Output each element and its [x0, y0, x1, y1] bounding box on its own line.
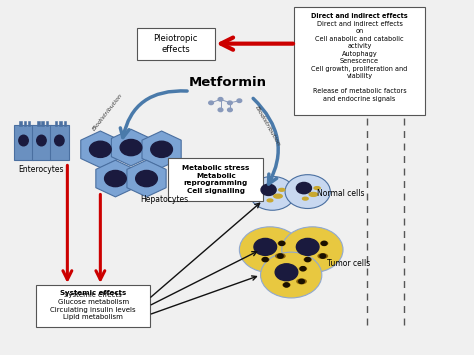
- Circle shape: [209, 101, 213, 105]
- Text: Direct and indirect effects
on
Cell anabolic and catabolic
activity
Autophagy
Se: Direct and indirect effects on Cell anab…: [311, 21, 408, 102]
- Polygon shape: [127, 160, 166, 197]
- Ellipse shape: [274, 194, 282, 198]
- Circle shape: [296, 182, 311, 194]
- Ellipse shape: [309, 192, 318, 196]
- Circle shape: [277, 254, 283, 258]
- Bar: [41, 121, 44, 126]
- Circle shape: [283, 283, 289, 287]
- Circle shape: [218, 98, 223, 101]
- Ellipse shape: [314, 187, 320, 190]
- FancyBboxPatch shape: [168, 158, 263, 201]
- Text: Tumor cells: Tumor cells: [327, 259, 370, 268]
- Bar: [46, 121, 48, 126]
- Circle shape: [282, 227, 343, 273]
- Circle shape: [261, 184, 276, 196]
- Circle shape: [279, 241, 284, 245]
- Ellipse shape: [55, 135, 64, 146]
- Bar: [19, 121, 22, 126]
- Ellipse shape: [318, 254, 328, 258]
- Ellipse shape: [302, 197, 308, 200]
- Circle shape: [218, 108, 223, 111]
- Ellipse shape: [36, 135, 46, 146]
- Polygon shape: [81, 131, 120, 168]
- Circle shape: [305, 257, 310, 262]
- Circle shape: [237, 99, 242, 103]
- Text: Metabolic stress
Metabolic
reprogramming
Cell signalling: Metabolic stress Metabolic reprogramming…: [182, 165, 249, 193]
- Bar: [28, 121, 30, 126]
- Circle shape: [254, 239, 277, 255]
- Bar: [59, 121, 62, 126]
- Circle shape: [261, 252, 322, 298]
- Text: Systemic effects
Glucose metabolism
Circulating insulin levels
Lipid metabolism: Systemic effects Glucose metabolism Circ…: [50, 292, 136, 320]
- Bar: [24, 121, 26, 126]
- FancyBboxPatch shape: [14, 125, 33, 160]
- Circle shape: [285, 175, 330, 208]
- Text: Direct and indirect effects: Direct and indirect effects: [311, 13, 408, 19]
- Text: Pleiotropic
effects: Pleiotropic effects: [154, 34, 198, 54]
- Circle shape: [320, 254, 326, 258]
- Circle shape: [228, 101, 232, 105]
- Text: Metformin: Metformin: [189, 76, 266, 89]
- Circle shape: [105, 170, 126, 187]
- Ellipse shape: [276, 254, 285, 258]
- FancyBboxPatch shape: [294, 7, 425, 115]
- Polygon shape: [142, 131, 181, 168]
- Ellipse shape: [297, 279, 306, 284]
- Circle shape: [136, 170, 157, 187]
- Circle shape: [321, 241, 327, 245]
- Bar: [37, 121, 39, 126]
- Text: Biodistribution: Biodistribution: [254, 105, 281, 148]
- Circle shape: [263, 257, 268, 262]
- Circle shape: [239, 227, 301, 273]
- Ellipse shape: [19, 135, 28, 146]
- Bar: [55, 121, 57, 126]
- Ellipse shape: [262, 258, 269, 261]
- FancyBboxPatch shape: [50, 125, 69, 160]
- Polygon shape: [111, 129, 151, 166]
- Ellipse shape: [267, 199, 273, 202]
- Ellipse shape: [320, 242, 328, 245]
- Text: Normal cells: Normal cells: [317, 189, 365, 198]
- Text: Hepatocytes: Hepatocytes: [140, 195, 188, 204]
- Text: Systemic effects: Systemic effects: [60, 290, 127, 296]
- Circle shape: [90, 141, 111, 157]
- Circle shape: [228, 108, 232, 111]
- Circle shape: [275, 264, 298, 281]
- Ellipse shape: [304, 258, 311, 261]
- Circle shape: [151, 141, 173, 157]
- FancyBboxPatch shape: [36, 285, 150, 327]
- FancyBboxPatch shape: [32, 125, 51, 160]
- Text: Enterocytes: Enterocytes: [18, 165, 64, 174]
- Circle shape: [250, 176, 295, 210]
- Circle shape: [299, 279, 304, 284]
- Polygon shape: [96, 160, 135, 197]
- Circle shape: [300, 267, 306, 271]
- Ellipse shape: [279, 189, 285, 191]
- Ellipse shape: [300, 267, 307, 271]
- Ellipse shape: [278, 242, 285, 245]
- Circle shape: [120, 140, 142, 155]
- Bar: [64, 121, 66, 126]
- Ellipse shape: [283, 283, 290, 287]
- Text: Biodistribution: Biodistribution: [91, 93, 124, 132]
- Circle shape: [296, 239, 319, 255]
- FancyBboxPatch shape: [137, 28, 215, 60]
